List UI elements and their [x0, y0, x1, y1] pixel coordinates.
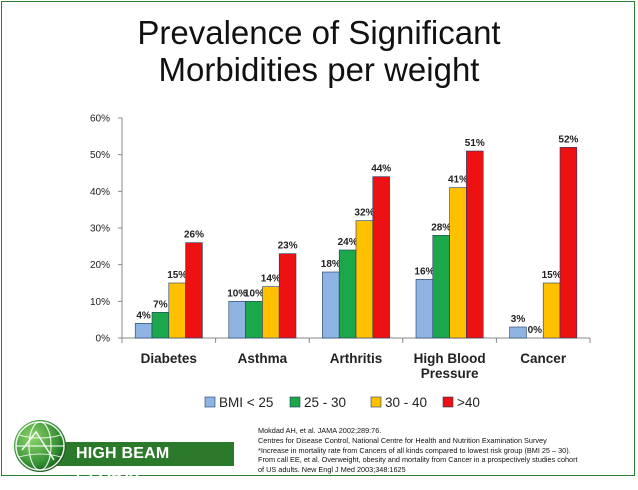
bar	[372, 176, 390, 339]
data-label: 28%	[431, 222, 451, 233]
data-label: 32%	[354, 208, 374, 219]
data-label: 16%	[414, 266, 434, 277]
bar	[151, 312, 170, 339]
category-label: Arthritis	[330, 351, 383, 366]
data-label: 51%	[465, 138, 485, 149]
y-tick-label: 50%	[90, 150, 110, 161]
legend-label: >40	[457, 395, 480, 410]
data-label: 10%	[244, 288, 264, 299]
title-line-2: Morbidities per weight	[158, 51, 480, 88]
bar	[185, 242, 203, 339]
data-label: 24%	[338, 237, 358, 248]
legend-label: 30 - 40	[385, 395, 427, 410]
y-tick-label: 60%	[90, 114, 110, 125]
bar	[245, 301, 263, 339]
data-label: 3%	[511, 314, 526, 325]
bar	[278, 253, 297, 339]
category-label: Asthma	[238, 351, 288, 366]
data-label: 0%	[528, 325, 543, 336]
bar	[355, 220, 374, 339]
category-label: Cancer	[520, 351, 567, 366]
y-tick-label: 10%	[90, 297, 110, 308]
title-line-1: Prevalence of Significant	[137, 14, 501, 51]
legend-swatch	[289, 396, 301, 408]
reference-line: *Increase in mortality rate from Cancers…	[258, 445, 571, 455]
data-label: 7%	[153, 299, 168, 310]
data-label: 15%	[542, 270, 562, 281]
y-tick-label: 0%	[96, 334, 111, 345]
company-logo: HIGH BEAM GLOBAL	[14, 420, 234, 486]
category-label: Diabetes	[141, 351, 197, 366]
y-tick-label: 30%	[90, 224, 110, 235]
bar	[415, 279, 434, 339]
reference-line: From call EE, et al. Overweight, obesity…	[258, 455, 578, 465]
data-label: 44%	[371, 164, 391, 175]
legend-swatch	[442, 396, 454, 408]
references: Mokdad AH, et al. JAMA 2002;289:76. Cent…	[258, 426, 628, 475]
bar	[542, 282, 561, 339]
bar	[262, 286, 280, 339]
bar	[338, 249, 357, 339]
data-label: 41%	[448, 175, 468, 186]
bar	[466, 150, 484, 339]
legend-swatch	[204, 396, 216, 408]
data-label: 4%	[136, 310, 151, 321]
legend-label: 25 - 30	[304, 395, 346, 410]
y-tick-label: 20%	[90, 260, 110, 271]
data-label: 10%	[227, 288, 247, 299]
y-tick-label: 40%	[90, 187, 110, 198]
slide-title: Prevalence of Significant Morbidities pe…	[0, 14, 638, 88]
data-label: 15%	[167, 270, 187, 281]
reference-line: Centres for Disease Control, National Ce…	[258, 435, 547, 445]
category-label: Pressure	[421, 366, 479, 381]
bar	[559, 147, 578, 339]
reference-line: Mokdad AH, et al. JAMA 2002;289:76.	[258, 426, 382, 435]
data-label: 52%	[558, 134, 578, 145]
bar	[134, 323, 153, 339]
bar	[228, 301, 246, 339]
bar	[432, 235, 450, 339]
data-label: 14%	[261, 274, 281, 285]
data-label: 23%	[278, 241, 298, 252]
legend-label: BMI < 25	[219, 395, 273, 410]
bar	[509, 326, 527, 339]
reference-line: of US adults. New Engl J Med 2003;348:16…	[258, 465, 406, 475]
bar	[322, 271, 340, 339]
bar	[449, 187, 467, 339]
logo-text: HIGH BEAM GLOBAL	[54, 442, 234, 486]
data-label: 18%	[321, 259, 341, 270]
legend-swatch	[370, 396, 382, 408]
bar-chart: 0% 10% 20% 30% 40% 50% 60% 4%7% 15% 26% Diabetes 10…	[90, 114, 591, 410]
data-label: 26%	[184, 230, 204, 241]
globe-icon	[14, 420, 66, 472]
category-label: High Blood	[414, 351, 486, 366]
bar	[168, 282, 186, 339]
